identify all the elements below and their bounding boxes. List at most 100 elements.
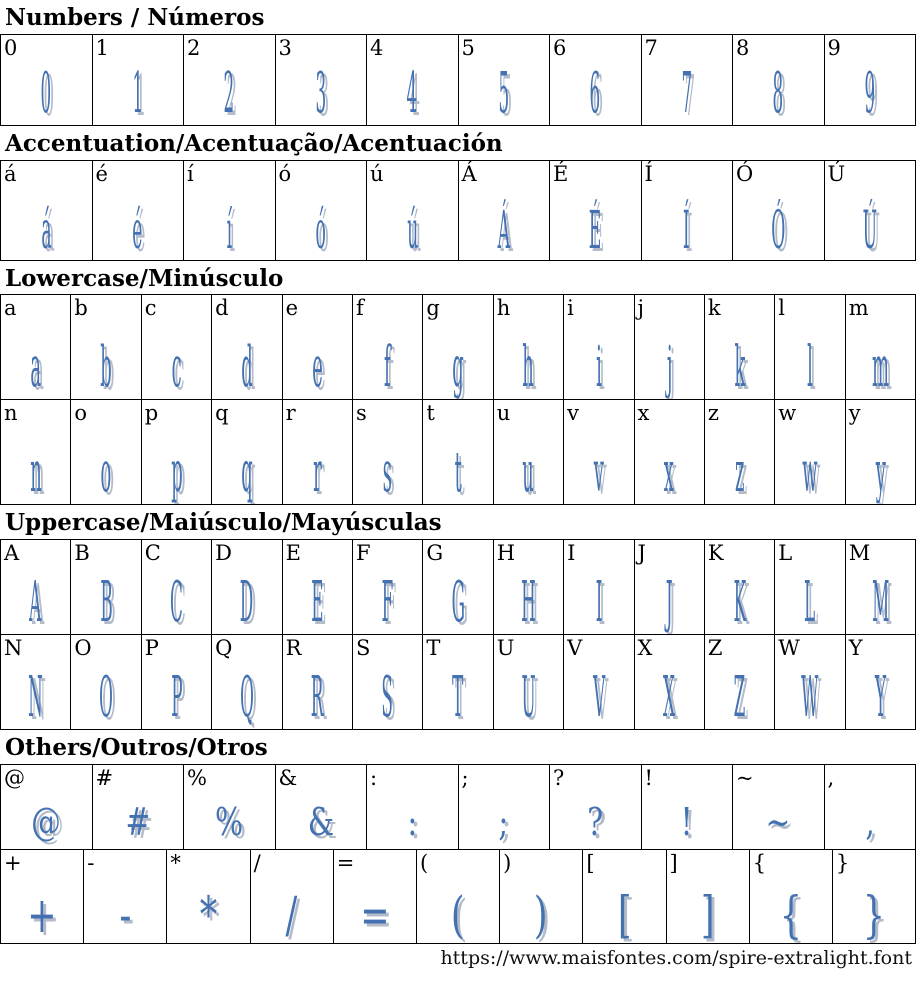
character-label: Y <box>848 636 863 661</box>
character-label: / <box>253 851 261 876</box>
character-label: B <box>74 541 90 566</box>
character-label: a <box>4 296 17 321</box>
character-glyph: R <box>310 665 324 730</box>
character-label: x <box>637 401 650 426</box>
character-label: L <box>778 541 793 566</box>
character-label: o <box>74 401 88 426</box>
character-label: É <box>553 161 569 186</box>
character-glyph: 4 <box>406 60 418 125</box>
character-label: 0 <box>4 35 18 60</box>
character-glyph: a <box>30 335 42 400</box>
character-glyph: U <box>521 665 536 730</box>
glyph-cell: !! <box>640 765 732 850</box>
character-label: } <box>835 851 850 876</box>
character-label: Í <box>644 161 653 186</box>
character-glyph: d <box>241 335 253 400</box>
character-glyph: É <box>588 200 602 260</box>
character-label: E <box>285 541 301 566</box>
character-glyph: Ú <box>862 200 877 260</box>
character-glyph: 8 <box>772 60 784 125</box>
character-glyph: l <box>807 335 813 400</box>
character-label: , <box>827 766 835 791</box>
character-label: : <box>370 766 378 791</box>
character-glyph: I <box>595 570 603 635</box>
character-label: n <box>4 401 18 426</box>
character-glyph: z <box>734 440 745 505</box>
character-label: 6 <box>553 35 567 60</box>
section-title-lowercase: Lowercase/Minúsculo <box>5 264 284 292</box>
character-label: D <box>215 541 233 566</box>
character-glyph: t <box>454 440 462 505</box>
character-glyph: u <box>522 440 535 505</box>
glyph-cell: ~ ~ <box>732 765 824 850</box>
character-glyph: P <box>170 665 183 730</box>
glyph-cell: -- <box>83 850 167 944</box>
glyph-row: @ @ # #%% & &::;;??!! ~ ~,, <box>1 765 915 850</box>
character-label: Q <box>215 636 233 661</box>
character-glyph: Ó <box>771 200 786 260</box>
character-label: M <box>848 541 871 566</box>
character-glyph: A <box>29 570 42 635</box>
character-label: R <box>285 636 302 661</box>
character-glyph: } <box>862 886 886 944</box>
character-label: H <box>496 541 516 566</box>
character-label: ) <box>503 851 512 876</box>
character-glyph: = <box>360 886 390 944</box>
character-label: l <box>778 296 786 321</box>
character-label: e <box>285 296 298 321</box>
character-label: G <box>426 541 444 566</box>
character-label: á <box>4 161 17 186</box>
character-glyph: k <box>734 335 746 400</box>
character-label: P <box>144 636 159 661</box>
character-label: @ <box>4 766 25 791</box>
glyph-cell: )) <box>499 850 583 944</box>
character-label: ? <box>553 766 565 791</box>
character-glyph: S <box>381 665 394 730</box>
character-glyph: b <box>100 335 112 400</box>
section-title-accentuation: Accentuation/Acentuação/Acentuación <box>5 129 503 157</box>
character-label: w <box>778 401 797 426</box>
footer-url: https://www.maisfontes.com/spire-extrali… <box>440 947 912 970</box>
character-label: N <box>4 636 23 661</box>
character-glyph: X <box>663 665 676 730</box>
character-label: - <box>87 851 95 876</box>
glyph-cell: %% <box>183 765 275 850</box>
character-label: í <box>187 161 194 186</box>
character-label: u <box>496 401 511 426</box>
character-label: p <box>144 401 159 426</box>
character-label: O <box>74 636 92 661</box>
glyph-cell: ?? <box>549 765 641 850</box>
character-label: % <box>187 766 207 791</box>
character-glyph: / <box>285 886 298 944</box>
character-glyph: , <box>865 800 875 845</box>
character-glyph: % <box>215 800 244 845</box>
character-glyph: y <box>875 440 886 505</box>
glyph-cell: * * <box>166 850 250 944</box>
character-label: I <box>567 541 576 566</box>
